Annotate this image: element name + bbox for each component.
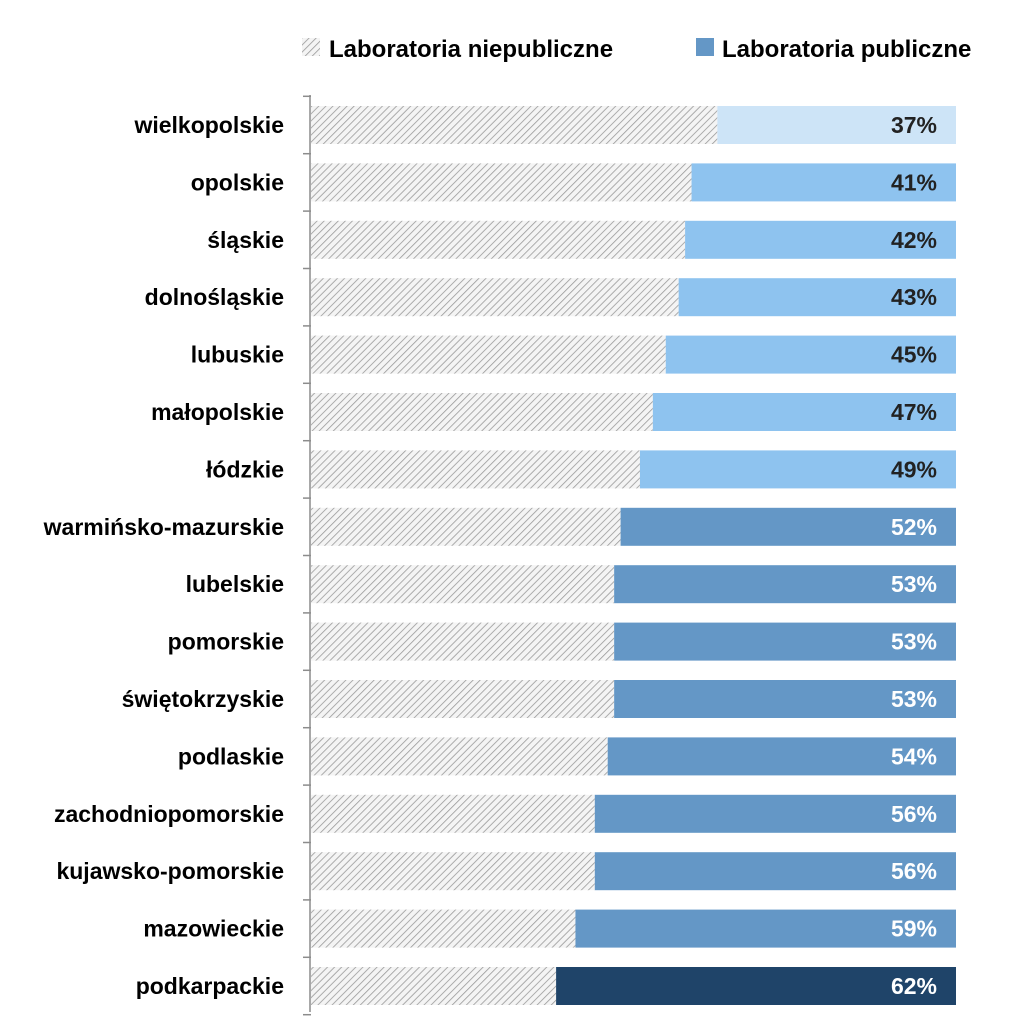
- category-label: podlaskie: [178, 743, 284, 769]
- data-label: 47%: [891, 399, 937, 425]
- bar-public: [665, 335, 956, 374]
- data-label: 53%: [891, 571, 937, 597]
- legend-swatch-public: [696, 38, 714, 56]
- data-label: 53%: [891, 629, 937, 655]
- category-label: podkarpackie: [136, 973, 284, 999]
- category-label: dolnośląskie: [145, 284, 284, 310]
- bar-private: [311, 622, 615, 661]
- data-label: 42%: [891, 227, 937, 253]
- bar-private: [311, 737, 608, 776]
- bar-private: [311, 163, 692, 202]
- bar-private: [311, 565, 615, 604]
- data-label: 56%: [891, 801, 937, 827]
- category-label: pomorskie: [168, 629, 284, 655]
- legend-label-public: Laboratoria publiczne: [722, 36, 971, 63]
- data-label: 59%: [891, 916, 937, 942]
- category-label: lubuskie: [191, 342, 284, 368]
- legend-label-private: Laboratoria niepubliczne: [329, 36, 613, 63]
- category-label: lubelskie: [186, 571, 284, 597]
- bar-public: [717, 106, 956, 144]
- category-label: śląskie: [207, 227, 284, 253]
- bar-private: [311, 967, 557, 1005]
- bars: wielkopolskie 37% opolskie 41% śląskie 42% dol…: [43, 95, 956, 1016]
- bar-public: [614, 622, 956, 661]
- bar-public: [639, 450, 956, 489]
- data-label: 45%: [891, 342, 937, 368]
- bar-public: [685, 220, 956, 259]
- bar-public: [607, 737, 956, 776]
- bar-public: [652, 393, 956, 431]
- category-label: warmińsko-mazurskie: [43, 514, 284, 540]
- bar-public: [678, 278, 956, 317]
- bar-private: [311, 220, 686, 259]
- category-label: opolskie: [191, 169, 284, 195]
- data-label: 56%: [891, 858, 937, 884]
- category-label: łódzkie: [206, 456, 284, 482]
- data-label: 62%: [891, 973, 937, 999]
- category-label: mazowieckie: [143, 916, 284, 942]
- bar-public: [620, 507, 956, 546]
- bar-public: [556, 967, 956, 1005]
- bar-private: [311, 852, 595, 891]
- bar-private: [311, 909, 576, 948]
- bar-private: [311, 278, 679, 317]
- data-label: 52%: [891, 514, 937, 540]
- category-label: świętokrzyskie: [122, 686, 284, 712]
- bar-private: [311, 507, 621, 546]
- bar-public: [614, 680, 956, 718]
- data-label: 41%: [891, 169, 937, 195]
- bar-public: [614, 565, 956, 604]
- bar-private: [311, 393, 653, 431]
- category-label: małopolskie: [151, 399, 284, 425]
- category-label: wielkopolskie: [133, 112, 284, 138]
- bar-private: [311, 335, 666, 374]
- bar-private: [311, 680, 615, 718]
- legend-swatch-private: [302, 38, 320, 56]
- data-label: 53%: [891, 686, 937, 712]
- bar-public: [575, 909, 956, 948]
- data-label: 49%: [891, 456, 937, 482]
- category-label: kujawsko-pomorskie: [56, 858, 284, 884]
- data-label: 54%: [891, 743, 937, 769]
- category-label: zachodniopomorskie: [54, 801, 284, 827]
- legend: Laboratoria niepubliczne Laboratoria pub…: [302, 36, 971, 63]
- bar-public: [594, 852, 956, 891]
- bar-public: [594, 794, 956, 833]
- bar-private: [311, 106, 718, 144]
- data-label: 37%: [891, 112, 937, 138]
- data-label: 43%: [891, 284, 937, 310]
- bar-private: [311, 794, 595, 833]
- bar-public: [691, 163, 956, 202]
- bar-private: [311, 450, 640, 489]
